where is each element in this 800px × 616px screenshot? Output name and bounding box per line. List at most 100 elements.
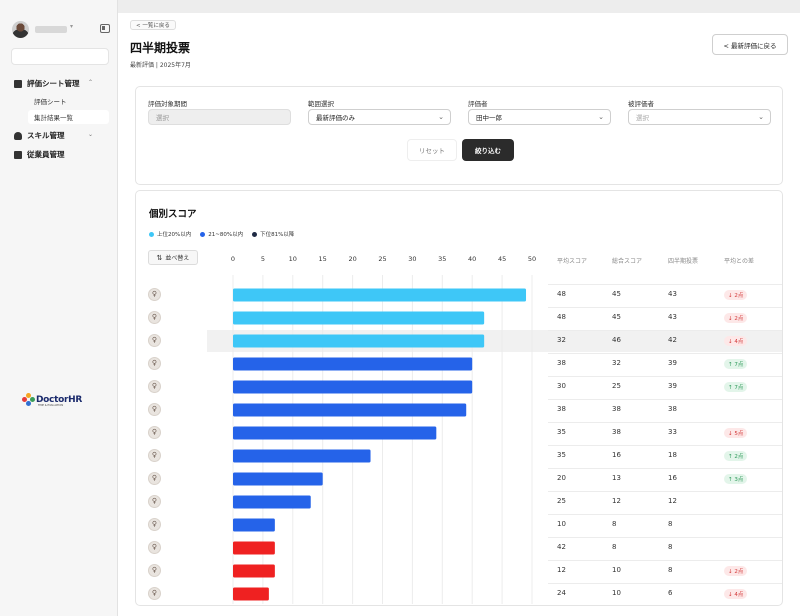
user-menu[interactable]: ▾	[10, 20, 110, 42]
score-bar[interactable]	[233, 449, 371, 463]
table-cell-quarter: 42	[668, 336, 677, 344]
score-bar[interactable]	[233, 334, 485, 348]
user-name-redacted	[35, 26, 67, 33]
apply-filter-button[interactable]: 絞り込む	[462, 139, 514, 161]
evaluatee-label: 被評価者	[628, 100, 654, 108]
table-row-divider	[548, 283, 782, 285]
table-cell-total: 10	[612, 589, 621, 597]
logo-text: DoctorHR	[36, 394, 82, 405]
score-card-title: 個別スコア	[149, 209, 197, 220]
range-select[interactable]: 最新評価のみ ⌄	[308, 109, 451, 125]
employee-avatar[interactable]: ♀	[148, 541, 161, 554]
x-tick-label: 45	[498, 255, 506, 263]
x-tick-label: 35	[438, 255, 446, 263]
chart-legend: 上位20%以内 21~80%以内 下位81%以降	[149, 230, 294, 238]
sidebar-item-evaluation-sheets[interactable]: 評価シート管理	[14, 77, 80, 90]
table-cell-avg: 24	[557, 589, 566, 597]
table-cell-total: 8	[612, 520, 617, 528]
sidebar-search-input[interactable]	[11, 48, 109, 65]
employee-avatar[interactable]: ♀	[148, 495, 161, 508]
table-cell-total: 8	[612, 543, 617, 551]
employee-avatar[interactable]: ♀	[148, 380, 161, 393]
employee-avatar[interactable]: ♀	[148, 426, 161, 439]
table-cell-avg: 38	[557, 359, 566, 367]
evaluatee-select[interactable]: 選択 ⌄	[628, 109, 771, 125]
table-row-divider	[548, 306, 782, 308]
chevron-down-icon[interactable]: ⌄	[88, 131, 94, 138]
score-bar[interactable]	[233, 288, 527, 302]
sort-button[interactable]: ⇅ 並べ替え	[148, 250, 198, 265]
period-select[interactable]: 選択	[148, 109, 291, 125]
table-cell-total: 12	[612, 497, 621, 505]
score-bar[interactable]	[233, 472, 323, 486]
x-tick-label: 40	[468, 255, 476, 263]
diff-badge: ↓ 5点	[724, 428, 748, 438]
table-cell-avg: 35	[557, 451, 566, 459]
table-cell-total: 13	[612, 474, 621, 482]
x-tick-label: 0	[231, 255, 235, 263]
period-label: 評価対象期間	[148, 100, 187, 108]
sidebar-item-label: 従業員管理	[27, 150, 65, 159]
employee-avatar[interactable]: ♀	[148, 288, 161, 301]
legend-item-bottom: 下位81%以降	[252, 230, 294, 238]
table-cell-avg: 35	[557, 428, 566, 436]
x-tick-label: 15	[319, 255, 327, 263]
chevron-up-icon[interactable]: ⌃	[88, 79, 94, 86]
score-bar[interactable]	[233, 403, 467, 417]
sidebar-item-skills[interactable]: スキル管理	[14, 129, 65, 142]
score-bar[interactable]	[233, 564, 275, 578]
logo: DoctorHR TIME & EVALUATION	[22, 393, 82, 407]
id-card-icon	[14, 150, 22, 159]
score-bar[interactable]	[233, 541, 275, 555]
user-avatar[interactable]	[12, 21, 29, 38]
employee-avatar[interactable]: ♀	[148, 311, 161, 324]
table-cell-total: 32	[612, 359, 621, 367]
back-to-list-link[interactable]: < 一覧に戻る	[130, 20, 176, 30]
back-to-latest-button[interactable]: < 最新評価に戻る	[712, 34, 788, 55]
employee-avatar[interactable]: ♀	[148, 518, 161, 531]
table-cell-quarter: 38	[668, 405, 677, 413]
score-bar[interactable]	[233, 357, 473, 371]
evaluator-value: 田中一郎	[476, 114, 502, 122]
chevron-down-icon[interactable]: ▾	[70, 23, 74, 30]
sidebar-subitem-evaluation-sheet[interactable]: 評価シート	[28, 94, 109, 108]
table-cell-quarter: 8	[668, 566, 673, 574]
sidebar-item-employees[interactable]: 従業員管理	[14, 148, 65, 161]
employee-avatar[interactable]: ♀	[148, 357, 161, 370]
score-bar[interactable]	[233, 426, 437, 440]
employee-avatar[interactable]: ♀	[148, 449, 161, 462]
table-row-divider	[548, 375, 782, 377]
score-bar[interactable]	[233, 587, 269, 601]
score-bar[interactable]	[233, 311, 485, 325]
range-label: 範囲選択	[308, 100, 334, 108]
main-content: < 一覧に戻る 四半期投票 最新評価 | 2025年7月 < 最新評価に戻る 評…	[118, 13, 800, 616]
score-bar[interactable]	[233, 518, 275, 532]
diff-badge: ↓ 4点	[724, 336, 748, 346]
table-row-divider	[548, 582, 782, 584]
x-tick-label: 10	[289, 255, 297, 263]
table-cell-total: 25	[612, 382, 621, 390]
sidebar-subitem-results-list[interactable]: 集計結果一覧	[28, 110, 109, 124]
score-bar[interactable]	[233, 380, 473, 394]
table-cell-avg: 10	[557, 520, 566, 528]
table-row-divider	[548, 490, 782, 492]
diff-badge: ↑ 7点	[724, 382, 748, 392]
employee-avatar[interactable]: ♀	[148, 334, 161, 347]
table-cell-total: 16	[612, 451, 621, 459]
evaluator-select[interactable]: 田中一郎 ⌄	[468, 109, 611, 125]
sidebar-toggle-icon[interactable]	[100, 24, 110, 33]
legend-swatch	[200, 231, 206, 237]
x-tick-label: 30	[408, 255, 416, 263]
employee-avatar[interactable]: ♀	[148, 587, 161, 600]
table-cell-avg: 48	[557, 313, 566, 321]
evaluator-label: 評価者	[468, 100, 488, 108]
table-cell-total: 46	[612, 336, 621, 344]
diff-badge: ↓ 4点	[724, 589, 748, 599]
table-cell-avg: 38	[557, 405, 566, 413]
employee-avatar[interactable]: ♀	[148, 472, 161, 485]
reset-button[interactable]: リセット	[407, 139, 457, 161]
range-value: 最新評価のみ	[316, 114, 355, 122]
employee-avatar[interactable]: ♀	[148, 403, 161, 416]
score-bar[interactable]	[233, 495, 311, 509]
employee-avatar[interactable]: ♀	[148, 564, 161, 577]
